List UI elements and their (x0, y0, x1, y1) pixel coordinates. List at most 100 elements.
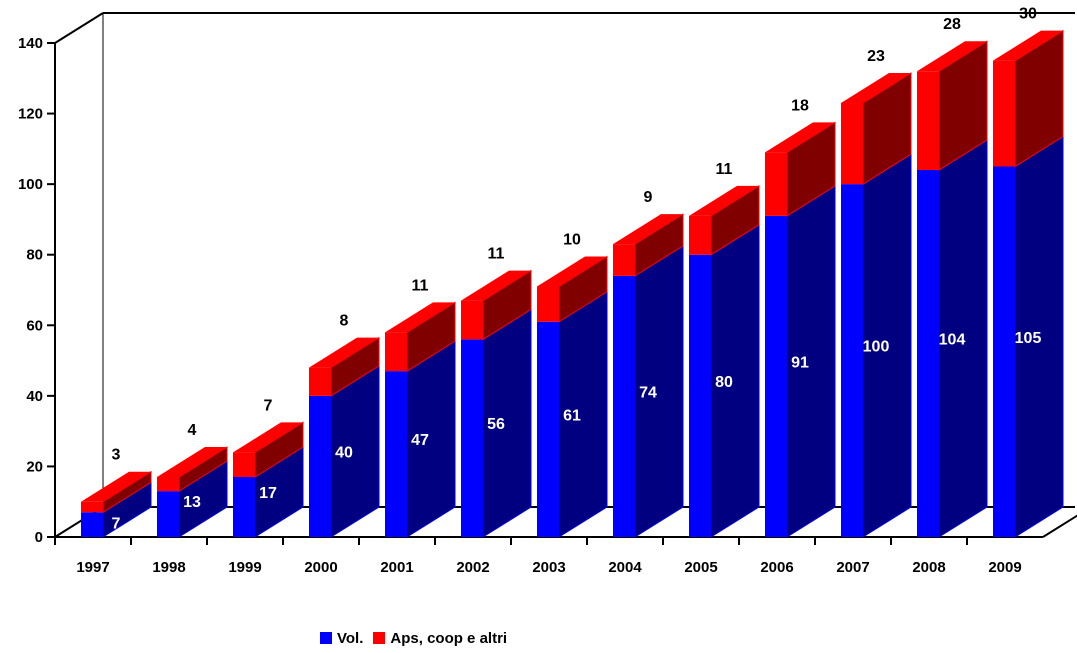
bar-vol-front (309, 395, 331, 537)
x-category-label: 2004 (608, 559, 642, 576)
bar-stack (81, 470, 152, 538)
y-tick-label: 140 (18, 35, 43, 52)
bar-vol-front (689, 254, 711, 537)
legend-item-aps: Aps, coop e altri (373, 630, 507, 647)
bar-stack (917, 40, 988, 538)
data-label-aps: 3 (112, 447, 121, 464)
data-label-aps: 28 (943, 16, 961, 33)
bar-top (689, 185, 759, 216)
bar-stack (765, 121, 836, 538)
legend-label-aps: Aps, coop e altri (390, 629, 508, 647)
bar-aps-front (81, 501, 103, 513)
bar-stack (385, 301, 456, 538)
bar-vol-front (81, 512, 103, 537)
data-label-aps: 9 (644, 189, 653, 206)
bar-vol-front (233, 477, 255, 537)
y-tick-label: 120 (18, 106, 43, 123)
bar-aps-front (309, 367, 331, 396)
bar-top (233, 422, 303, 453)
bar-vol-front (993, 166, 1015, 537)
data-label-aps: 18 (791, 97, 809, 114)
data-label-aps: 7 (264, 397, 273, 414)
y-axis-ticks: 0 20 40 60 80 100 120 140 (18, 35, 55, 546)
data-label-vol: 17 (259, 485, 277, 502)
x-category-label: 2001 (380, 559, 413, 576)
data-label-vol: 56 (487, 416, 505, 433)
bar-aps-front (917, 71, 939, 171)
data-label-aps: 11 (412, 277, 429, 294)
data-label-vol: 91 (791, 354, 809, 371)
x-category-label: 2000 (304, 559, 337, 576)
bar-stack (309, 336, 380, 538)
bar-stack (841, 72, 912, 538)
data-label-aps: 4 (188, 422, 197, 439)
data-label-vol: 13 (183, 494, 201, 511)
x-category-label: 2003 (532, 559, 565, 576)
bar-vol-front (765, 215, 787, 537)
data-label-aps: 11 (716, 161, 733, 178)
bar-aps-front (385, 332, 407, 372)
data-label-aps: 8 (340, 313, 349, 330)
bar-aps-front (841, 102, 863, 185)
data-label-vol: 104 (939, 332, 966, 349)
wall-top-left-edge (54, 12, 104, 44)
bar-top (917, 41, 987, 72)
data-label-vol: 40 (335, 444, 353, 461)
legend-swatch-aps (373, 632, 386, 644)
data-label-vol: 7 (112, 515, 121, 532)
data-label-vol: 100 (863, 339, 890, 356)
legend-swatch-vol (320, 632, 332, 644)
data-label-vol: 61 (563, 407, 581, 424)
x-category-label: 2007 (836, 559, 869, 576)
bar-top (157, 447, 227, 478)
bar-top (385, 302, 455, 333)
y-tick-label: 0 (35, 529, 43, 546)
bar-top (81, 471, 151, 502)
bar-aps-front (157, 477, 179, 492)
x-category-label: 1997 (76, 559, 109, 576)
bar-vol-front (841, 184, 863, 537)
x-category-label: 1998 (152, 559, 185, 576)
bar-stack (613, 213, 684, 538)
data-label-vol: 74 (639, 384, 657, 401)
bar-aps-front (537, 286, 559, 322)
bar-vol-front (385, 371, 407, 537)
legend-label-vol: Vol. (337, 629, 364, 647)
bar-top (461, 270, 531, 301)
bar-aps-front (765, 152, 787, 216)
x-category-label: 2008 (912, 559, 945, 576)
bar-aps-front (613, 244, 635, 276)
bar-top (765, 122, 835, 153)
data-label-aps: 30 (1019, 6, 1037, 23)
y-tick-label: 20 (26, 458, 43, 475)
data-label-vol: 80 (715, 374, 733, 391)
x-category-label: 2002 (456, 559, 489, 576)
floor-right-edge (1042, 514, 1077, 538)
bar-vol-front (613, 275, 635, 537)
bar-aps-front (461, 300, 483, 340)
x-axis-categories: 1997 1998 1999 2000 2001 2002 2003 2004 2005 2006… (54, 537, 1022, 576)
bar-series (81, 29, 1064, 538)
data-label-aps: 11 (488, 246, 505, 263)
stacked-3d-bar-chart: 0 20 40 60 80 100 120 140 1997 1998 1999 2000 2001 2… (18, 6, 1077, 576)
bar-top (613, 214, 683, 245)
bar-top (309, 337, 379, 368)
x-category-label: 2009 (988, 559, 1021, 576)
bar-vol-front (157, 491, 179, 537)
bar-stack (233, 421, 304, 538)
data-label-vol: 105 (1015, 330, 1042, 347)
data-labels: 7 3 13 4 17 7 40 8 47 11 56 11 61 10 74 9 80 11 91 18 100 23 1… (112, 6, 1042, 533)
bar-aps-front (689, 215, 711, 255)
bar-stack (993, 29, 1064, 538)
data-label-aps: 23 (867, 48, 885, 65)
bar-top (841, 72, 911, 103)
y-tick-label: 80 (26, 247, 43, 264)
y-tick-label: 100 (18, 176, 43, 193)
bar-top (993, 30, 1063, 61)
data-label-vol: 47 (411, 432, 429, 449)
legend-item-vol: Vol. (320, 630, 363, 647)
bar-stack (537, 255, 608, 538)
x-category-label: 2006 (760, 559, 793, 576)
y-tick-label: 40 (26, 388, 43, 405)
bar-vol-front (461, 339, 483, 537)
